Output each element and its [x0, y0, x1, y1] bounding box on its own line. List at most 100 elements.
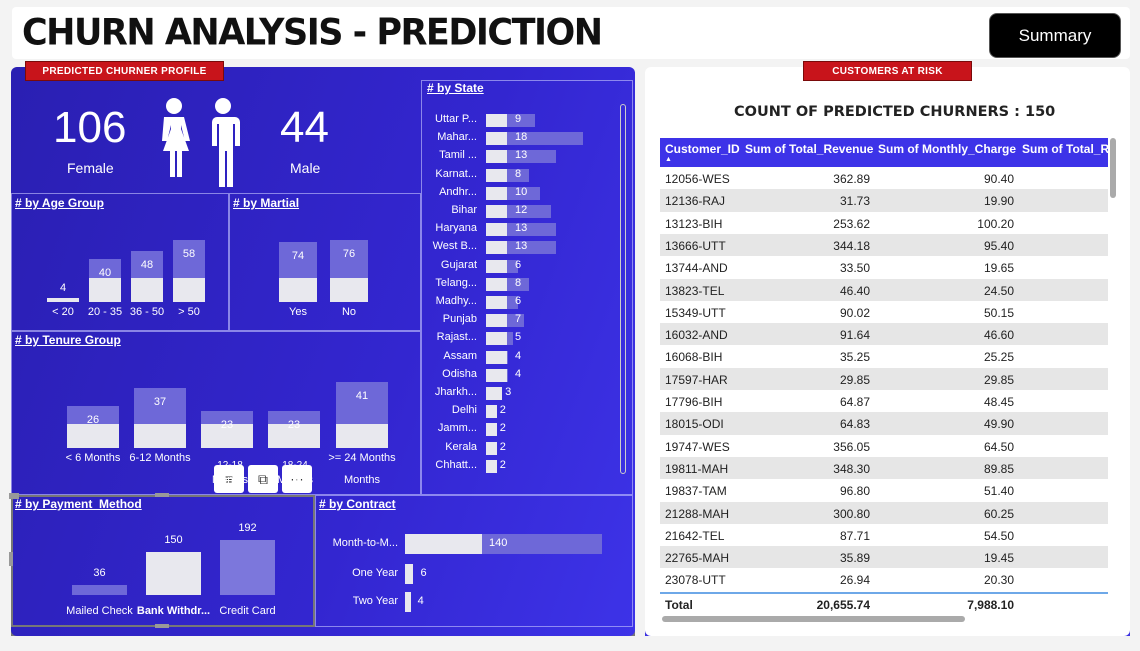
- table-row[interactable]: 23078-UTT 26.94 20.30: [660, 568, 1108, 590]
- state-row[interactable]: Jharkh... 3: [425, 385, 630, 401]
- table-row[interactable]: 16068-BIH 35.25 25.25: [660, 345, 1108, 367]
- state-value: 7: [515, 313, 522, 326]
- total-revenue-cell: 29.85: [839, 372, 870, 387]
- table-row[interactable]: 21642-TEL 87.71 54.50: [660, 524, 1108, 546]
- contract-bar: [405, 592, 411, 612]
- state-row[interactable]: Kerala 2: [425, 440, 630, 456]
- state-row[interactable]: Gujarat 6: [425, 258, 630, 274]
- state-value: 2: [499, 458, 506, 471]
- female-count: 106: [53, 103, 127, 152]
- table-row[interactable]: 13823-TEL 46.40 24.50: [660, 278, 1108, 301]
- resize-handle[interactable]: [155, 493, 169, 497]
- table-row[interactable]: 18015-ODI 64.83 49.90: [660, 412, 1108, 435]
- state-name: Jamm...: [437, 422, 477, 435]
- table-row[interactable]: 16032-AND 91.64 46.60: [660, 323, 1108, 346]
- state-row[interactable]: Odisha 4: [425, 367, 630, 383]
- more-options-icon[interactable]: ⋯: [282, 465, 312, 493]
- table-row[interactable]: 12136-RAJ 31.73 19.90: [660, 189, 1108, 212]
- state-row[interactable]: Jamm... 2: [425, 421, 630, 437]
- customer-id-cell: 13123-BIH: [665, 216, 723, 231]
- table-row[interactable]: 13744-AND 33.50 19.65: [660, 256, 1108, 278]
- table-row[interactable]: 12056-WES 362.89 90.40: [660, 167, 1108, 189]
- state-row[interactable]: Bihar 12: [425, 203, 630, 219]
- table-row[interactable]: 13123-BIH 253.62 100.20: [660, 212, 1108, 234]
- tenure-label-top: 18-24: [282, 460, 308, 471]
- contract-value: 4: [417, 595, 424, 607]
- resize-handle[interactable]: [9, 493, 19, 499]
- table-row[interactable]: 22765-MAH 35.89 19.45: [660, 546, 1108, 569]
- payment-label: Mailed Check: [66, 605, 133, 617]
- table-row[interactable]: 17796-BIH 64.87 48.45: [660, 390, 1108, 412]
- state-row[interactable]: West B... 13: [425, 239, 630, 255]
- customer-id-cell: 13666-UTT: [665, 238, 726, 253]
- column-header-total-refunds[interactable]: Sum of Total_Re: [1022, 142, 1108, 156]
- age-bar: [89, 278, 121, 302]
- marital-bar-top: [330, 240, 368, 278]
- state-bar: [486, 296, 507, 309]
- state-value: 5: [515, 331, 522, 344]
- tenure-label: >= 24 Months: [328, 452, 396, 464]
- summary-button[interactable]: Summary: [989, 13, 1121, 58]
- customer-id-cell: 17597-HAR: [665, 372, 728, 387]
- total-revenue-cell: 33.50: [839, 261, 870, 276]
- churner-count-title: COUNT OF PREDICTED CHURNERS : 150: [734, 104, 1056, 120]
- state-row[interactable]: Andhr... 10: [425, 185, 630, 201]
- resize-handle[interactable]: [155, 624, 169, 628]
- total-revenue-cell: 46.40: [839, 283, 870, 298]
- tenure-bar: [201, 424, 253, 448]
- state-scrollbar[interactable]: [620, 104, 626, 474]
- marital-title: # by Martial: [233, 196, 300, 210]
- state-name: Karnat...: [435, 167, 477, 180]
- total-revenue-cell: 91.64: [839, 328, 870, 343]
- table-vertical-scrollbar[interactable]: [1110, 138, 1116, 198]
- monthly-charge-cell: 60.25: [983, 506, 1014, 521]
- table-row[interactable]: 19811-MAH 348.30 89.85: [660, 456, 1108, 480]
- monthly-charge-cell: 48.45: [983, 395, 1014, 409]
- resize-handle[interactable]: [9, 552, 13, 566]
- payment-value: 150: [164, 534, 183, 547]
- total-revenue-cell: 64.87: [839, 395, 870, 409]
- tenure-value: 23: [220, 418, 234, 431]
- table-horizontal-scrollbar[interactable]: [662, 616, 965, 622]
- state-bar: [486, 441, 497, 455]
- state-bar-top: [507, 296, 519, 309]
- state-row[interactable]: Chhatt... 2: [425, 458, 630, 474]
- state-row[interactable]: Madhy... 6: [425, 294, 630, 310]
- column-header-customer-id[interactable]: Customer_ID: [665, 142, 740, 156]
- state-row[interactable]: Telang... 8: [425, 276, 630, 292]
- tenure-label: 6-12 Months: [129, 452, 191, 464]
- state-name: Haryana: [435, 222, 477, 235]
- table-row[interactable]: 15349-UTT 90.02 50.15: [660, 301, 1108, 323]
- state-row[interactable]: Uttar P... 9: [425, 112, 630, 128]
- column-header-total-revenue[interactable]: Sum of Total_Revenue: [745, 142, 874, 156]
- table-row[interactable]: 21288-MAH 300.80 60.25: [660, 501, 1108, 524]
- state-row[interactable]: Haryana 13: [425, 221, 630, 237]
- tenure-bar: [134, 424, 186, 448]
- total-revenue-cell: 35.89: [839, 551, 870, 566]
- state-row[interactable]: Tamil ... 13: [425, 148, 630, 164]
- marital-value: 76: [342, 248, 356, 260]
- focus-mode-icon[interactable]: ⧉: [248, 465, 278, 493]
- age-group-title: # by Age Group: [15, 196, 104, 210]
- state-value: 2: [499, 422, 506, 435]
- table-row[interactable]: 13666-UTT 344.18 95.40: [660, 233, 1108, 257]
- state-row[interactable]: Karnat... 8: [425, 167, 630, 183]
- tenure-title: # by Tenure Group: [15, 333, 121, 347]
- state-value: 6: [515, 295, 522, 307]
- state-name: Telang...: [435, 276, 477, 289]
- table-row[interactable]: 19837-TAM 96.80 51.40: [660, 479, 1108, 501]
- state-value: 8: [515, 167, 522, 180]
- filter-icon[interactable]: ≡: [214, 465, 244, 493]
- state-row[interactable]: Assam 4: [425, 349, 630, 365]
- table-row[interactable]: 19747-WES 356.05 64.50: [660, 435, 1108, 457]
- profile-badge: PREDICTED CHURNER PROFILE: [25, 61, 224, 81]
- state-row[interactable]: Rajast... 5: [425, 330, 630, 346]
- state-row[interactable]: Delhi 2: [425, 403, 630, 419]
- state-value: 10: [515, 185, 528, 198]
- tenure-label-line2: Months: [343, 474, 381, 486]
- table-row[interactable]: 17597-HAR 29.85 29.85: [660, 367, 1108, 390]
- state-name: Mahar...: [437, 131, 477, 144]
- state-row[interactable]: Punjab 7: [425, 312, 630, 328]
- state-row[interactable]: Mahar... 18: [425, 130, 630, 146]
- column-header-monthly-charge[interactable]: Sum of Monthly_Charge: [878, 142, 1017, 156]
